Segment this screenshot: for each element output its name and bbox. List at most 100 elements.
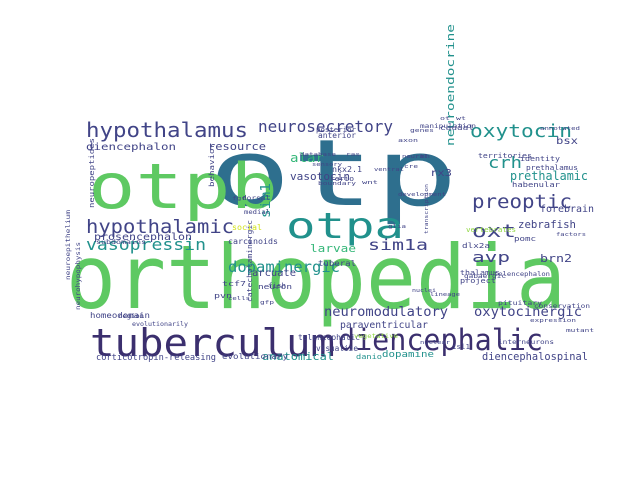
word-cells: cells [228,296,250,302]
word-neurohypophysis: neurohypophysis [75,242,82,310]
word-dorsal: dorsal [242,195,270,202]
word-social: social [232,223,262,232]
word-gfp: gfp [260,300,274,306]
word-diencephalic: diencephalic [338,323,543,357]
word-dlx2a: dlx2a [462,242,490,250]
word-nkx2-1: nkx2.1 [332,165,362,174]
word-vegetative: vegetative [354,333,398,340]
word-behavior: behavior [208,143,216,187]
word-telencephalic: telencephalic [298,333,360,342]
word-tcf7: tcf7 [222,280,246,288]
word-hypothalamus: hypothalamus [86,118,248,142]
word-corticotropin-releasing: corticotropin-releasing [96,353,216,363]
word-otpb: otpb [88,150,278,223]
word-telencephalon: telencephalon [494,271,550,278]
word-cre: cre [404,164,418,170]
word-neuroepithelium: neuroepithelium [65,210,72,280]
word-tuberal: tuberal [318,259,356,268]
word-neuromodulatory: neuromodulatory [324,305,448,320]
word-prethalamic: prethalamic [510,169,588,183]
word-diencephalon: diencephalon [86,142,176,153]
word-vertebrates: vertebrates [466,226,516,234]
word-habenular: habenular [512,181,560,189]
word-neuroendocrine: neuroendocrine [444,24,457,146]
word-paraventricular: paraventricular [340,320,428,331]
word-hh: hh [420,154,430,160]
word-vasopressin: vasopressin [86,235,206,254]
word-arcuate: arcuate [252,268,296,279]
word-oxt: oxt [472,221,516,242]
word-sim1: sim1 [259,183,274,218]
word-lineage: lineage [430,292,460,298]
word-prethalamus: prethalamus [526,164,578,172]
word-subdomains: subdomains [96,239,147,246]
word-factors: factors [556,232,586,238]
word-pomc: pomc [514,235,536,243]
word-oxytocin: oxytocin [470,121,572,142]
word-database: database [300,152,336,158]
word-neuron: neuron [258,283,292,291]
word-dopamine: dopamine [382,350,434,360]
word-expression: expression [530,318,576,324]
word-wnt: wnt [362,180,378,186]
word-dopaminergic: dopaminergic [228,258,340,276]
word-anterior: anterior [318,131,356,140]
word-identity: identity [520,155,560,163]
word-region: region [118,313,144,320]
word-prosencephalon: prosencephalon [94,232,192,243]
word-conservation: conservation [534,303,590,310]
word-vasotocin: vasotocin [290,170,350,183]
word-ot: ot [440,116,450,122]
word-zebrafish: zebrafish [518,218,576,231]
word-mutant: mutant [566,328,594,334]
word-anatomical: anatomical [262,350,334,363]
word-project: project [460,277,496,285]
word-thalamus: thalamus [460,269,500,277]
word-territories: territories [478,152,532,160]
word-otp: otp [208,120,458,227]
word-rx3: rx3 [430,168,452,179]
word-genes: genes [410,128,434,134]
word-fgf: fgf [232,196,246,202]
word-annotated: annotated [540,126,580,132]
word-resource: resource [208,140,266,153]
word-gabaergic: gabaergic [464,273,506,280]
word-caudal: caudal [440,124,474,132]
word-catecholaminergic: catecholaminergic [246,220,254,302]
word-evolutionarily: evolutionarily [132,321,188,328]
word-transcription: transcription [424,184,430,234]
word-larvae: larvae [310,242,356,255]
word-interneurons: interneurons [498,339,554,346]
word-posterior: posterior [316,126,356,134]
word-bsx: bsx [556,136,578,147]
word-sim1a: sim1a [368,236,428,254]
word-oxytocinergic: oxytocinergic [474,305,582,320]
word-development: development [398,192,446,198]
word-ras: ras [346,152,360,158]
word-neural: neural [402,154,428,160]
word-axon: axon [398,138,418,144]
word-pituitary: pituitary [498,300,543,307]
word-wt: wt [456,116,466,122]
word-otpa: otpa [286,206,404,247]
word-pvn: pvn [214,292,232,300]
word-sensory: sensory [312,162,342,168]
word-danio: danio [356,353,382,361]
word-fish: fish [268,282,286,290]
word-neuropeptides: neuropeptides [88,138,96,208]
word-nuclei: nuclei [412,288,436,294]
word-preoptic: preoptic [472,191,572,213]
word-neurosecretory: neurosecretory [258,117,393,136]
word-hypothalamic: hypothalamic [86,216,234,238]
word-rerio: rerio [330,175,354,183]
word-visualize: visualize [316,344,358,353]
word-ventral: ventral [374,167,404,173]
word-medial: medial [244,209,270,216]
word-tuberculum: tuberculum [90,321,335,365]
word-evolutionary: evolutionary [222,352,288,361]
word-boundary: boundary [318,181,356,187]
word-alar: alar [290,151,324,165]
